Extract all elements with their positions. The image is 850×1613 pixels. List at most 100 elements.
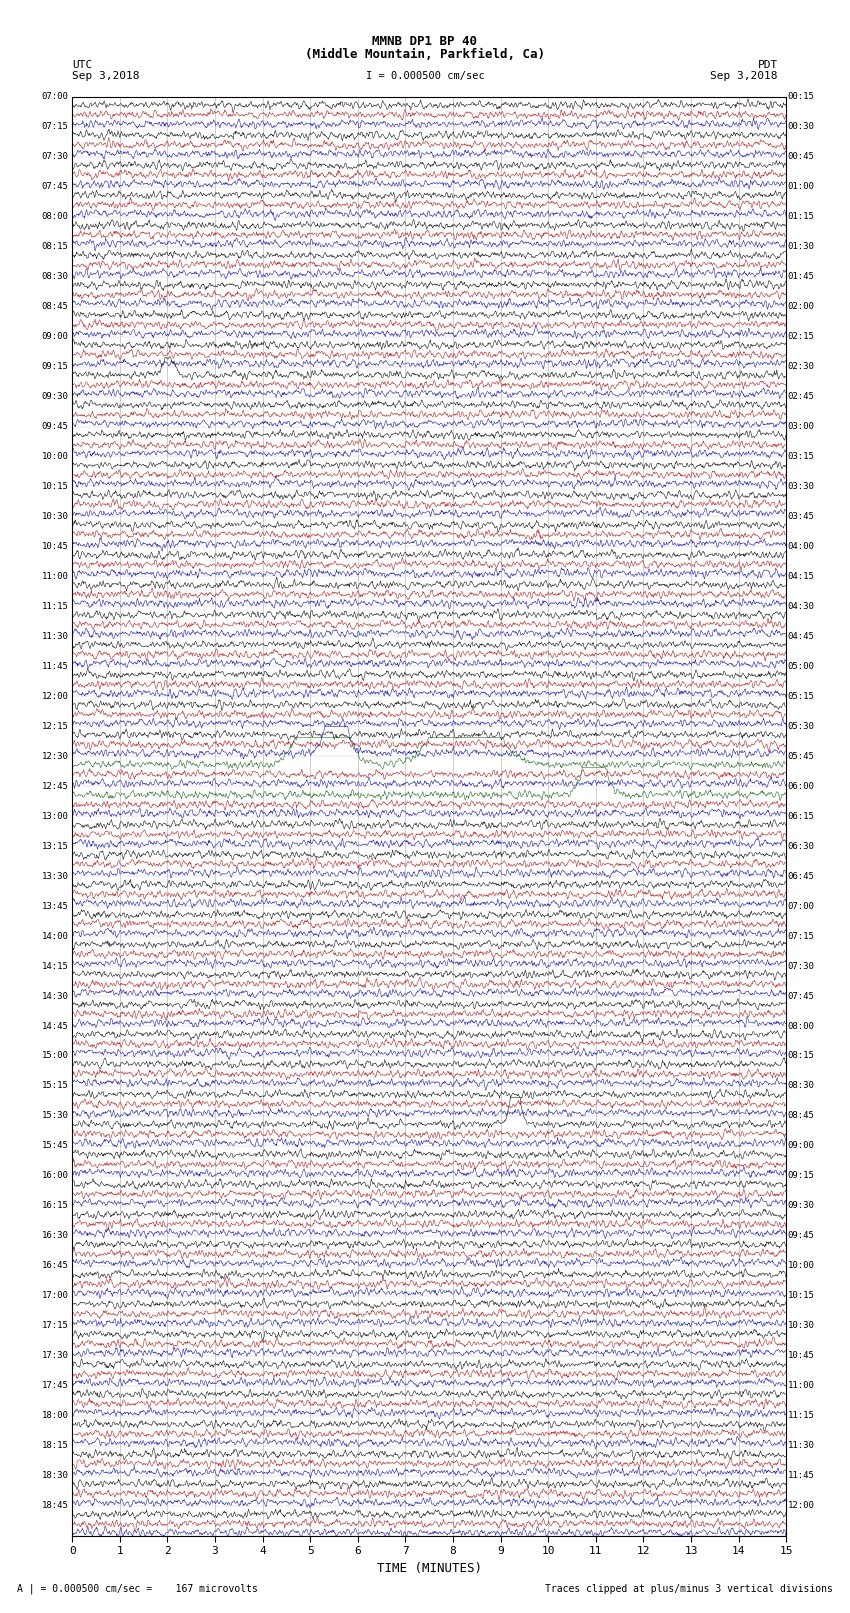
- Text: 09:45: 09:45: [788, 1231, 814, 1240]
- Text: 09:15: 09:15: [42, 361, 69, 371]
- Text: 17:30: 17:30: [42, 1352, 69, 1360]
- Text: A | = 0.000500 cm/sec =    167 microvolts: A | = 0.000500 cm/sec = 167 microvolts: [17, 1582, 258, 1594]
- Text: 16:45: 16:45: [42, 1261, 69, 1271]
- Text: 14:30: 14:30: [42, 992, 69, 1000]
- Text: (Middle Mountain, Parkfield, Ca): (Middle Mountain, Parkfield, Ca): [305, 48, 545, 61]
- Text: 08:00: 08:00: [42, 213, 69, 221]
- Text: 09:15: 09:15: [788, 1171, 814, 1181]
- Text: 14:00: 14:00: [42, 932, 69, 940]
- Text: 05:00: 05:00: [788, 661, 814, 671]
- Text: 08:15: 08:15: [42, 242, 69, 252]
- Text: Sep 3,2018: Sep 3,2018: [72, 71, 139, 81]
- Text: 05:30: 05:30: [788, 721, 814, 731]
- Text: 08:15: 08:15: [788, 1052, 814, 1060]
- Text: 18:00: 18:00: [42, 1411, 69, 1419]
- Text: 02:30: 02:30: [788, 361, 814, 371]
- Text: MMNB DP1 BP 40: MMNB DP1 BP 40: [372, 35, 478, 48]
- Text: 07:30: 07:30: [42, 152, 69, 161]
- Text: 15:30: 15:30: [42, 1111, 69, 1121]
- Text: 14:45: 14:45: [42, 1021, 69, 1031]
- Text: PDT: PDT: [757, 60, 778, 69]
- Text: 00:45: 00:45: [788, 152, 814, 161]
- Text: 15:45: 15:45: [42, 1142, 69, 1150]
- Text: 18:15: 18:15: [42, 1440, 69, 1450]
- Text: 02:45: 02:45: [788, 392, 814, 402]
- Text: 15:00: 15:00: [42, 1052, 69, 1060]
- Text: Traces clipped at plus/minus 3 vertical divisions: Traces clipped at plus/minus 3 vertical …: [545, 1584, 833, 1594]
- Text: 05:45: 05:45: [788, 752, 814, 761]
- Text: 06:30: 06:30: [788, 842, 814, 850]
- Text: 11:00: 11:00: [42, 573, 69, 581]
- Text: 02:15: 02:15: [788, 332, 814, 340]
- Text: 13:30: 13:30: [42, 871, 69, 881]
- Text: 12:00: 12:00: [42, 692, 69, 700]
- Text: 07:00: 07:00: [788, 902, 814, 911]
- Text: 09:30: 09:30: [788, 1202, 814, 1210]
- Text: 10:45: 10:45: [42, 542, 69, 552]
- Text: 05:15: 05:15: [788, 692, 814, 700]
- Text: 17:00: 17:00: [42, 1292, 69, 1300]
- Text: 11:15: 11:15: [42, 602, 69, 611]
- Text: 12:30: 12:30: [42, 752, 69, 761]
- Text: 01:15: 01:15: [788, 213, 814, 221]
- Text: 10:00: 10:00: [42, 452, 69, 461]
- Text: 16:00: 16:00: [42, 1171, 69, 1181]
- Text: 11:45: 11:45: [788, 1471, 814, 1481]
- Text: 09:45: 09:45: [42, 423, 69, 431]
- Text: 03:00: 03:00: [788, 423, 814, 431]
- Text: 13:45: 13:45: [42, 902, 69, 911]
- Text: 08:30: 08:30: [42, 273, 69, 281]
- Text: 10:15: 10:15: [42, 482, 69, 490]
- Text: 18:45: 18:45: [42, 1502, 69, 1510]
- Text: 01:45: 01:45: [788, 273, 814, 281]
- Text: UTC: UTC: [72, 60, 93, 69]
- Text: 12:45: 12:45: [42, 782, 69, 790]
- Text: 04:15: 04:15: [788, 573, 814, 581]
- Text: 08:45: 08:45: [788, 1111, 814, 1121]
- Text: 07:15: 07:15: [788, 932, 814, 940]
- Text: 03:45: 03:45: [788, 511, 814, 521]
- Text: 13:00: 13:00: [42, 811, 69, 821]
- Text: Sep 3,2018: Sep 3,2018: [711, 71, 778, 81]
- Text: 13:15: 13:15: [42, 842, 69, 850]
- Text: 10:30: 10:30: [788, 1321, 814, 1331]
- X-axis label: TIME (MINUTES): TIME (MINUTES): [377, 1561, 482, 1574]
- Text: 12:00: 12:00: [788, 1502, 814, 1510]
- Text: 02:00: 02:00: [788, 302, 814, 311]
- Text: 06:15: 06:15: [788, 811, 814, 821]
- Text: 09:30: 09:30: [42, 392, 69, 402]
- Text: 03:15: 03:15: [788, 452, 814, 461]
- Text: 00:15: 00:15: [788, 92, 814, 102]
- Text: 04:45: 04:45: [788, 632, 814, 640]
- Text: 06:45: 06:45: [788, 871, 814, 881]
- Text: 16:30: 16:30: [42, 1231, 69, 1240]
- Text: 07:30: 07:30: [788, 961, 814, 971]
- Text: 01:30: 01:30: [788, 242, 814, 252]
- Text: 17:45: 17:45: [42, 1381, 69, 1390]
- Text: 11:00: 11:00: [788, 1381, 814, 1390]
- Text: 01:00: 01:00: [788, 182, 814, 192]
- Text: 04:30: 04:30: [788, 602, 814, 611]
- Text: I = 0.000500 cm/sec: I = 0.000500 cm/sec: [366, 71, 484, 81]
- Text: 09:00: 09:00: [42, 332, 69, 340]
- Text: 08:45: 08:45: [42, 302, 69, 311]
- Text: 17:15: 17:15: [42, 1321, 69, 1331]
- Text: 18:30: 18:30: [42, 1471, 69, 1481]
- Text: 04:00: 04:00: [788, 542, 814, 552]
- Text: 07:00: 07:00: [42, 92, 69, 102]
- Text: 10:15: 10:15: [788, 1292, 814, 1300]
- Text: 03:30: 03:30: [788, 482, 814, 490]
- Text: 07:45: 07:45: [42, 182, 69, 192]
- Text: 11:45: 11:45: [42, 661, 69, 671]
- Text: 06:00: 06:00: [788, 782, 814, 790]
- Text: 12:15: 12:15: [42, 721, 69, 731]
- Text: 10:00: 10:00: [788, 1261, 814, 1271]
- Text: 11:30: 11:30: [42, 632, 69, 640]
- Text: 00:30: 00:30: [788, 123, 814, 131]
- Text: 16:15: 16:15: [42, 1202, 69, 1210]
- Text: 09:00: 09:00: [788, 1142, 814, 1150]
- Text: 14:15: 14:15: [42, 961, 69, 971]
- Text: 10:45: 10:45: [788, 1352, 814, 1360]
- Text: 07:45: 07:45: [788, 992, 814, 1000]
- Text: 08:30: 08:30: [788, 1081, 814, 1090]
